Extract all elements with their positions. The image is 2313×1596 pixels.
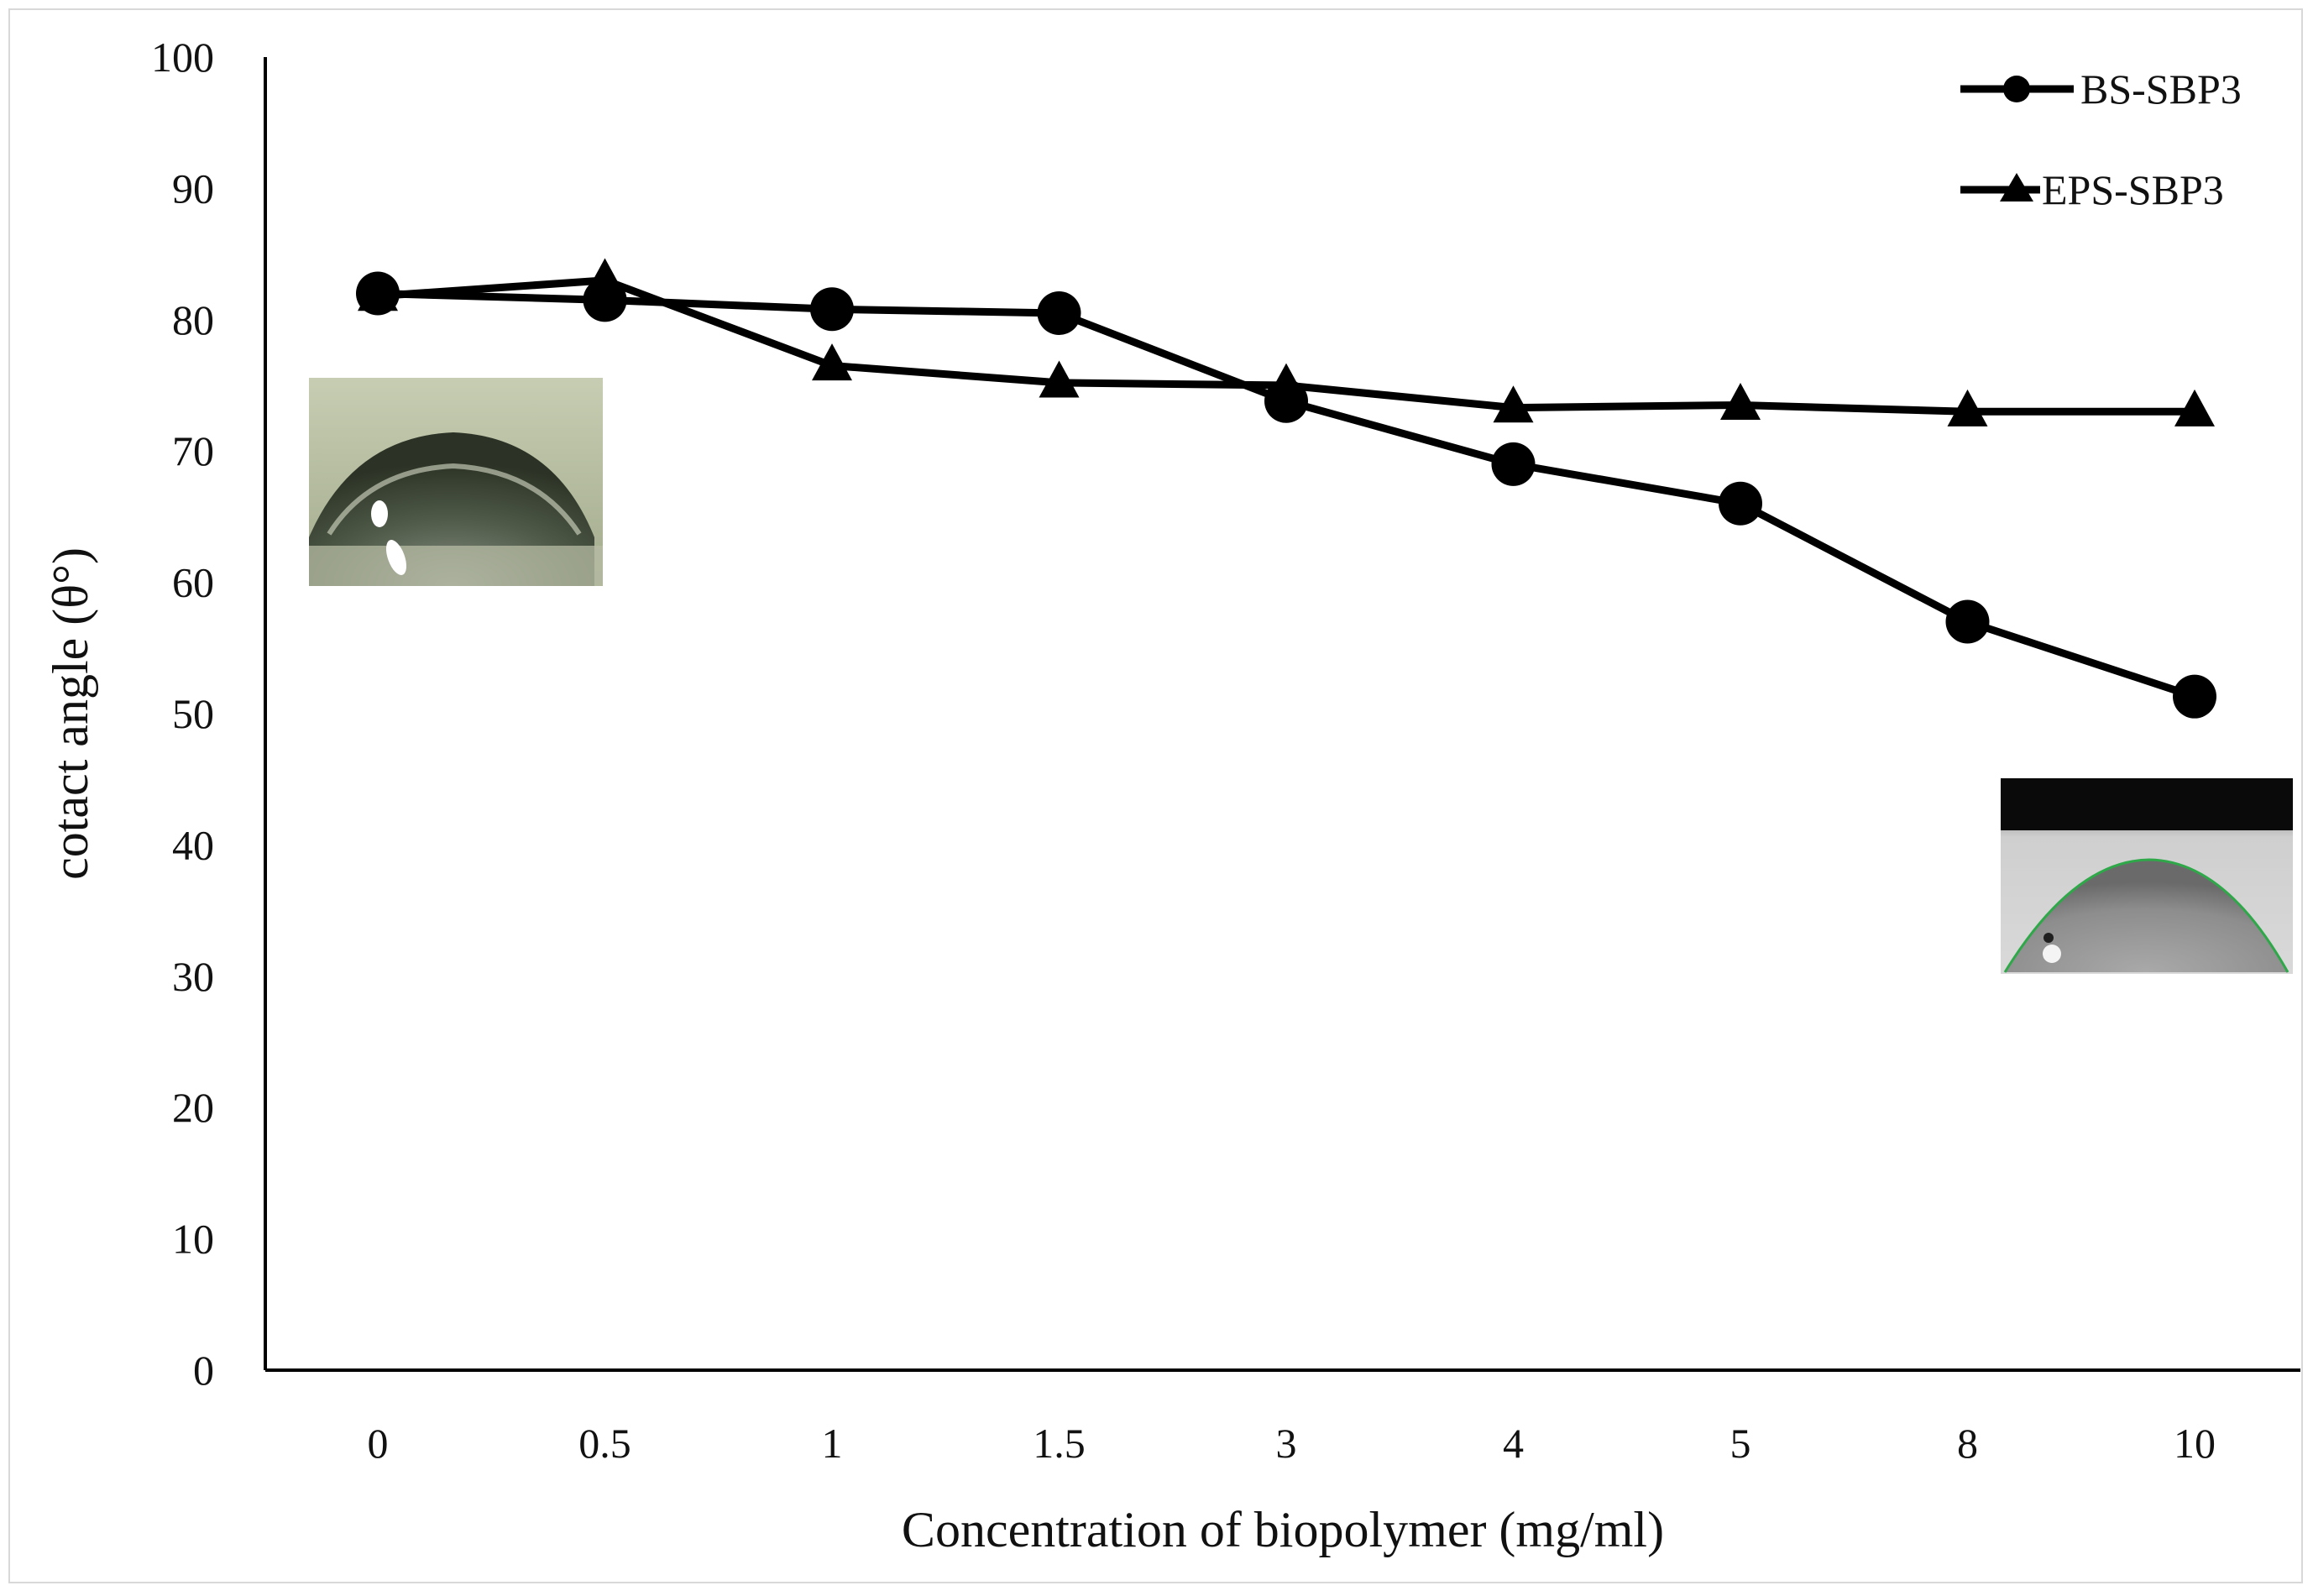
y-tick-labels: 0 10 20 30 40 50 60 70 80 90 100 [151, 34, 214, 1394]
droplet-image-high-angle [309, 378, 603, 586]
point-eps-sbp3 [2174, 389, 2215, 426]
y-tick-label: 40 [172, 821, 214, 868]
y-tick-label: 10 [172, 1216, 214, 1263]
legend-item-bs-sbp3: BS-SBP3 [1960, 65, 2242, 113]
point-eps-sbp3 [1947, 389, 1988, 426]
series-line-bs-sbp3 [377, 290, 2196, 700]
legend-marker-eps-sbp3 [2000, 173, 2033, 201]
y-tick-label: 80 [172, 296, 214, 343]
legend-label-bs-sbp3: BS-SBP3 [2080, 65, 2242, 113]
y-tick-label: 100 [151, 34, 214, 81]
point-bs-sbp3 [1719, 481, 1762, 526]
y-tick-label: 60 [172, 559, 214, 606]
y-tick-label: 70 [172, 427, 214, 474]
x-tick-labels: 0 0.5 1 1.5 3 4 5 8 10 [368, 1420, 2216, 1467]
point-eps-sbp3 [358, 274, 398, 311]
point-eps-sbp3 [1493, 385, 1534, 423]
point-eps-sbp3 [812, 343, 852, 381]
x-tick-label: 10 [2174, 1420, 2216, 1467]
x-tick-label: 4 [1503, 1420, 1524, 1467]
point-bs-sbp3 [1037, 290, 1081, 335]
legend-item-eps-sbp3: EPS-SBP3 [1960, 166, 2224, 213]
x-tick-label: 3 [1276, 1420, 1297, 1467]
point-eps-sbp3 [1266, 363, 1306, 400]
x-tick-label: 5 [1730, 1420, 1751, 1467]
y-tick-label: 30 [172, 953, 214, 1000]
y-tick-label: 50 [172, 690, 214, 737]
x-tick-label: 1.5 [1033, 1420, 1086, 1467]
point-eps-sbp3 [1039, 360, 1080, 398]
y-tick-label: 20 [172, 1084, 214, 1131]
point-bs-sbp3 [810, 287, 854, 332]
point-bs-sbp3 [2173, 674, 2216, 719]
y-tick-label: 90 [172, 165, 214, 212]
chart-frame [8, 8, 2303, 1583]
x-tick-label: 0 [368, 1420, 389, 1467]
y-axis-title: cotact angle (θ°) [43, 547, 98, 880]
x-tick-label: 8 [1957, 1420, 1978, 1467]
point-bs-sbp3 [1945, 599, 1990, 644]
x-tick-label: 1 [822, 1420, 843, 1467]
legend-marker-bs-sbp3 [2003, 76, 2030, 102]
point-eps-sbp3 [584, 258, 625, 296]
x-axis-title: Concentration of biopolymer (mg/ml) [902, 1502, 1664, 1557]
y-tick-label: 0 [193, 1347, 214, 1394]
point-eps-sbp3 [1720, 383, 1761, 421]
legend: BS-SBP3 EPS-SBP3 [1960, 65, 2242, 213]
x-tick-label: 0.5 [578, 1420, 631, 1467]
series-layer [356, 258, 2216, 719]
legend-label-eps-sbp3: EPS-SBP3 [2042, 166, 2224, 213]
point-bs-sbp3 [1491, 442, 1536, 486]
droplet-image-low-angle [2001, 778, 2293, 974]
